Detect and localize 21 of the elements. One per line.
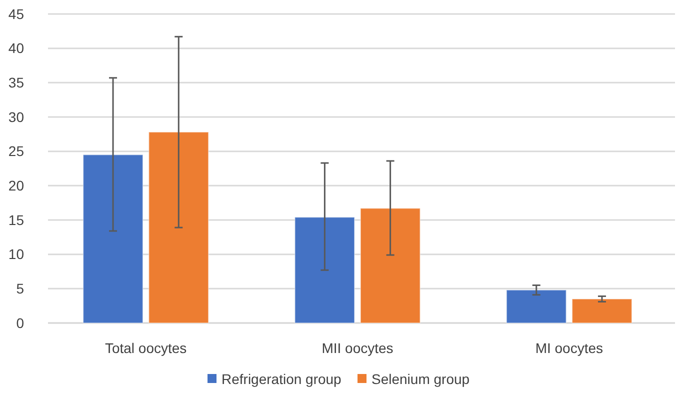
y-tick-label: 25 <box>8 143 24 160</box>
legend-label: Selenium group <box>372 371 470 387</box>
x-tick-label: MII oocytes <box>322 340 394 356</box>
bar <box>148 132 209 324</box>
bar <box>360 208 421 324</box>
x-tick-label: MI oocytes <box>535 340 604 356</box>
y-tick-label: 0 <box>16 314 24 331</box>
y-tick-label: 5 <box>16 280 24 297</box>
y-tick-label: 15 <box>8 212 24 228</box>
y-tick-label: 35 <box>8 74 24 91</box>
x-tick-label: Total oocytes <box>104 340 187 356</box>
y-tick-label: 45 <box>8 6 24 22</box>
bar <box>572 298 632 324</box>
legend-label: Refrigeration group <box>222 371 342 387</box>
y-tick-label: 40 <box>8 40 24 56</box>
y-tick-label: 30 <box>8 108 24 125</box>
y-tick-label: 20 <box>8 178 24 194</box>
bar <box>294 216 355 324</box>
bar <box>82 154 144 324</box>
bar <box>506 290 567 324</box>
y-tick-label: 10 <box>8 246 24 262</box>
